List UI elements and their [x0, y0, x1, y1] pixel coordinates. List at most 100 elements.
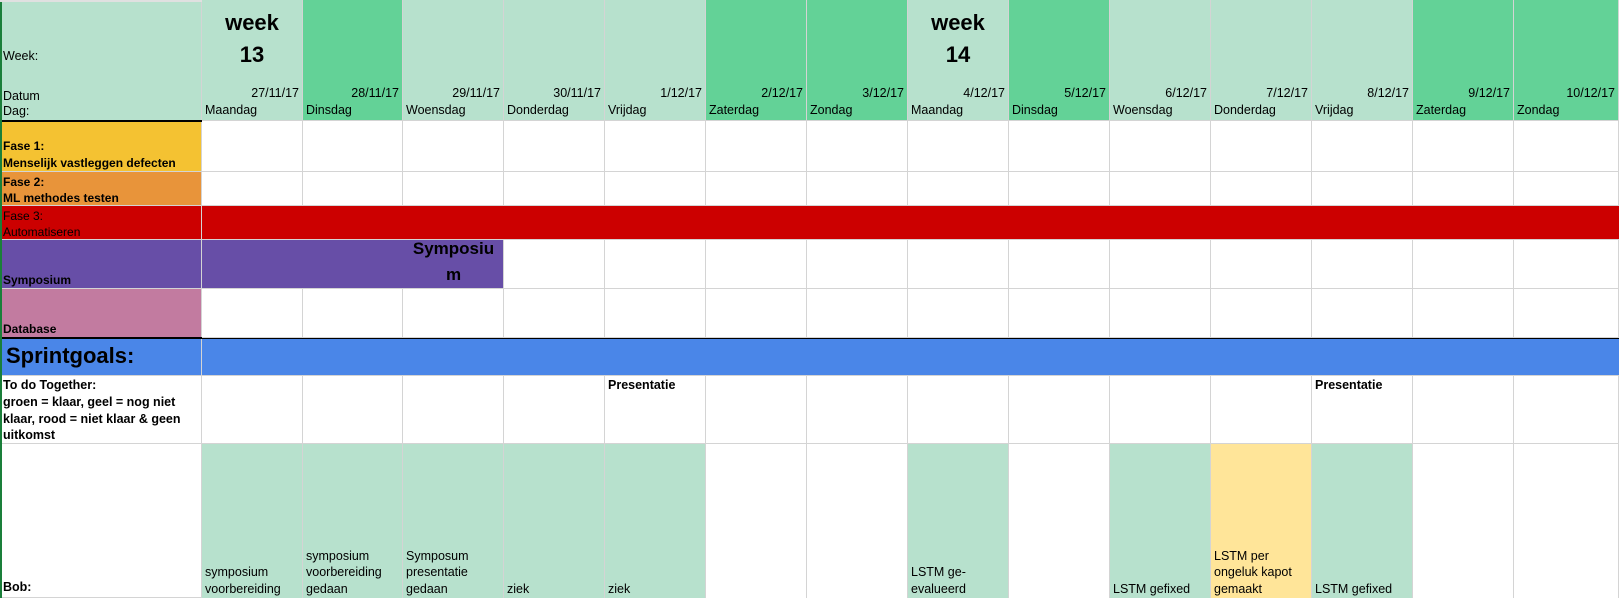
bob-task-cell[interactable]	[1009, 444, 1110, 598]
symposium-cell[interactable]	[1514, 240, 1619, 289]
bob-task-cell[interactable]: ziek	[504, 444, 605, 598]
fase2-cell[interactable]	[1009, 172, 1110, 206]
bob-task-cell[interactable]: LSTM per ongeluk kapot gemaakt	[1211, 444, 1312, 598]
header-day-cell[interactable]: 8/12/17 Vrijdag	[1312, 0, 1413, 121]
database-cell[interactable]	[504, 289, 605, 338]
header-day-cell[interactable]: 4/12/17 Maandag	[908, 0, 1009, 121]
symposium-cell[interactable]	[1211, 240, 1312, 289]
database-cell[interactable]	[403, 289, 504, 338]
header-day-cell[interactable]: 29/11/17 Woensdag	[403, 0, 504, 121]
bob-task-cell[interactable]: LSTM ge- evalueerd	[908, 444, 1009, 598]
fase1-cell[interactable]	[1413, 121, 1514, 172]
fase2-cell[interactable]	[1110, 172, 1211, 206]
todo-cell[interactable]: Presentatie	[1312, 376, 1413, 444]
header-day-cell[interactable]: 10/12/17 Zondag	[1514, 0, 1619, 121]
fase2-cell[interactable]	[202, 172, 303, 206]
fase2-cell[interactable]	[605, 172, 706, 206]
todo-cell[interactable]	[1413, 376, 1514, 444]
bob-task-cell[interactable]: LSTM gefixed	[1110, 444, 1211, 598]
fase2-cell[interactable]	[403, 172, 504, 206]
header-day-cell[interactable]: 7/12/17 Donderdag	[1211, 0, 1312, 121]
symposium-cell[interactable]	[303, 240, 403, 289]
symposium-cell[interactable]	[706, 240, 807, 289]
todo-cell[interactable]	[202, 376, 303, 444]
todo-cell[interactable]: Presentatie	[605, 376, 706, 444]
database-cell[interactable]	[605, 289, 706, 338]
todo-cell[interactable]	[403, 376, 504, 444]
symposium-cell[interactable]	[1413, 240, 1514, 289]
sprintgoals-row[interactable]: Sprintgoals:	[0, 338, 1619, 376]
database-cell[interactable]	[303, 289, 403, 338]
fase1-cell[interactable]	[807, 121, 908, 172]
fase2-cell[interactable]	[908, 172, 1009, 206]
fase3-cell[interactable]	[504, 206, 605, 240]
fase1-cell[interactable]	[706, 121, 807, 172]
header-day-cell[interactable]: 9/12/17 Zaterdag	[1413, 0, 1514, 121]
bob-task-cell[interactable]	[1514, 444, 1619, 598]
header-day-cell[interactable]: 1/12/17 Vrijdag	[605, 0, 706, 121]
fase1-cell[interactable]	[403, 121, 504, 172]
fase3-cell[interactable]	[706, 206, 807, 240]
fase2-cell[interactable]	[706, 172, 807, 206]
fase1-cell[interactable]	[1312, 121, 1413, 172]
fase1-cell[interactable]	[202, 121, 303, 172]
fase3-cell[interactable]	[807, 206, 908, 240]
header-day-cell[interactable]: 30/11/17 Donderdag	[504, 0, 605, 121]
symposium-cell[interactable]	[908, 240, 1009, 289]
header-day-cell[interactable]: 5/12/17 Dinsdag	[1009, 0, 1110, 121]
header-day-cell[interactable]: 28/11/17 Dinsdag	[303, 0, 403, 121]
database-cell[interactable]	[1211, 289, 1312, 338]
database-cell[interactable]	[908, 289, 1009, 338]
todo-cell[interactable]	[504, 376, 605, 444]
todo-cell[interactable]	[1211, 376, 1312, 444]
fase1-cell[interactable]	[1110, 121, 1211, 172]
header-day-cell[interactable]: 27/11/17 Maandag	[202, 0, 303, 121]
fase2-cell[interactable]	[1312, 172, 1413, 206]
fase3-cell[interactable]	[1009, 206, 1110, 240]
fase3-cell[interactable]	[1211, 206, 1312, 240]
bob-task-cell[interactable]	[807, 444, 908, 598]
todo-cell[interactable]	[303, 376, 403, 444]
bob-task-cell[interactable]: symposium voorbereiding gedaan	[303, 444, 403, 598]
fase1-cell[interactable]	[504, 121, 605, 172]
todo-cell[interactable]	[908, 376, 1009, 444]
fase3-cell[interactable]	[303, 206, 403, 240]
fase1-cell[interactable]	[303, 121, 403, 172]
bob-task-cell[interactable]: symposium voorbereiding	[202, 444, 303, 598]
symposium-cell[interactable]	[202, 240, 303, 289]
fase1-label-cell[interactable]: Fase 1: Menselijk vastleggen defecten	[0, 121, 202, 172]
todo-cell[interactable]	[1514, 376, 1619, 444]
todo-label-cell[interactable]: To do Together: groen = klaar, geel = no…	[0, 376, 202, 444]
fase1-cell[interactable]	[1211, 121, 1312, 172]
fase3-label-cell[interactable]: Fase 3: Automatiseren	[0, 206, 202, 240]
bob-task-cell[interactable]: ziek	[605, 444, 706, 598]
database-cell[interactable]	[1413, 289, 1514, 338]
bob-label-cell[interactable]: Bob:	[0, 444, 202, 598]
header-day-cell[interactable]: 2/12/17 Zaterdag	[706, 0, 807, 121]
symposium-cell[interactable]	[1312, 240, 1413, 289]
todo-cell[interactable]	[1009, 376, 1110, 444]
fase3-cell[interactable]	[1110, 206, 1211, 240]
fase3-cell[interactable]	[605, 206, 706, 240]
database-label-cell[interactable]: Database	[0, 289, 202, 338]
symposium-cell[interactable]	[605, 240, 706, 289]
database-cell[interactable]	[706, 289, 807, 338]
todo-cell[interactable]	[1110, 376, 1211, 444]
fase1-cell[interactable]	[1009, 121, 1110, 172]
symposium-cell[interactable]	[403, 240, 504, 289]
database-cell[interactable]	[1514, 289, 1619, 338]
header-label-cell[interactable]: Week: Datum Dag:	[0, 0, 202, 121]
todo-cell[interactable]	[807, 376, 908, 444]
fase2-cell[interactable]	[1211, 172, 1312, 206]
symposium-cell[interactable]	[504, 240, 605, 289]
bob-task-cell[interactable]	[706, 444, 807, 598]
fase2-cell[interactable]	[807, 172, 908, 206]
database-cell[interactable]	[1110, 289, 1211, 338]
fase1-cell[interactable]	[1514, 121, 1619, 172]
fase3-cell[interactable]	[1514, 206, 1619, 240]
bob-task-cell[interactable]	[1413, 444, 1514, 598]
fase1-cell[interactable]	[908, 121, 1009, 172]
bob-task-cell[interactable]: LSTM gefixed	[1312, 444, 1413, 598]
fase1-cell[interactable]	[605, 121, 706, 172]
bob-task-cell[interactable]: Symposum presentatie gedaan	[403, 444, 504, 598]
